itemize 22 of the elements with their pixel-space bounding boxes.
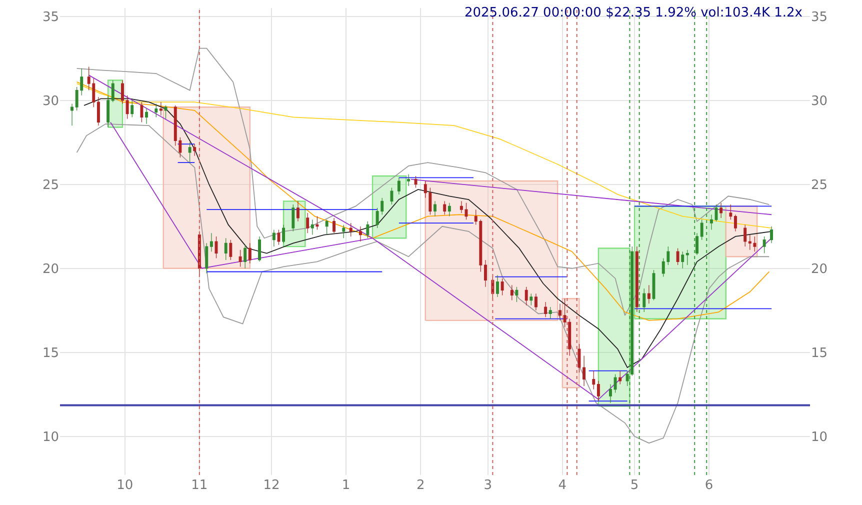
x-tick-label: 3 [484,478,492,493]
y2-tick-label: 10 [811,430,828,445]
y2-tick-label: 30 [811,94,828,109]
y-tick-label: 20 [42,262,59,277]
y2-tick-label: 25 [811,178,828,193]
y2-tick-label: 20 [811,262,828,277]
y2-tick-label: 15 [811,346,828,361]
y-tick-label: 30 [42,94,59,109]
x-tick-label: 1 [342,478,350,493]
x-tick-label: 11 [191,478,208,493]
chart-title: 2025.06.27 00:00:00 $22.35 1.92% vol:103.4K 1.2x [464,6,803,21]
x-tick-label: 6 [704,478,714,493]
x-tick-label: 12 [263,478,280,493]
y-tick-label: 10 [42,430,59,445]
x-tick-label: 2 [416,478,425,493]
x-tick-label: 10 [116,478,134,493]
y-tick-label: 25 [42,178,59,193]
y-tick-label: 15 [42,346,59,361]
y-tick-label: 35 [42,10,59,25]
x-tick-label: 5 [630,478,639,493]
x-tick-label: 4 [558,478,567,493]
y2-tick-label: 35 [811,10,828,25]
